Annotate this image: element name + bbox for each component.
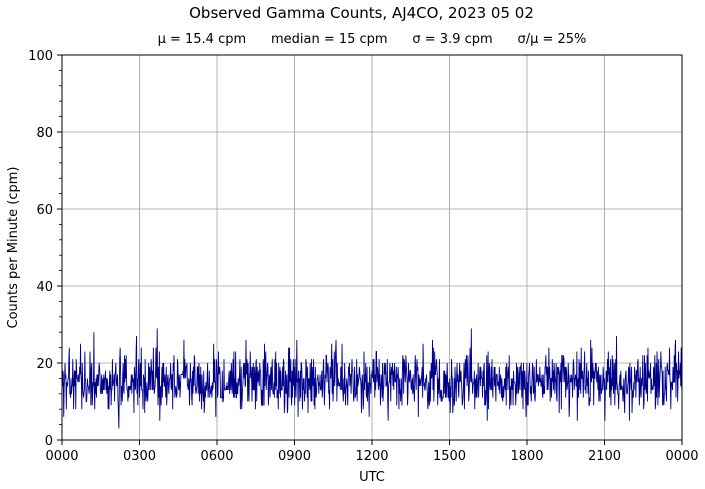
- y-tick-label: 0: [45, 434, 53, 449]
- gamma-counts-line: [61, 328, 683, 429]
- x-tick-label: 1200: [355, 449, 388, 464]
- y-tick-label: 60: [36, 203, 53, 218]
- subtitle-stat: σ/μ = 25%: [517, 32, 587, 47]
- y-tick-label: 20: [36, 357, 53, 372]
- x-tick-label: 0300: [123, 449, 156, 464]
- x-axis-label: UTC: [359, 470, 385, 485]
- x-tick-label: 0900: [278, 449, 311, 464]
- chart-subtitle: μ = 15.4 cpm median = 15 cpm σ = 3.9 cpm…: [62, 32, 682, 47]
- y-tick-label: 40: [36, 280, 53, 295]
- x-tick-label: 0600: [200, 449, 233, 464]
- x-tick-label: 1500: [433, 449, 466, 464]
- y-tick-label: 100: [28, 49, 53, 64]
- y-axis-label: Counts per Minute (cpm): [6, 167, 21, 329]
- chart-title: Observed Gamma Counts, AJ4CO, 2023 05 02: [189, 4, 534, 22]
- subtitle-stat: σ = 3.9 cpm: [412, 32, 493, 47]
- subtitle-stat: μ = 15.4 cpm: [157, 32, 247, 47]
- x-tick-label: 0000: [45, 449, 78, 464]
- x-tick-label: 0000: [665, 449, 698, 464]
- axis-ticks: 0000 0300 0600 0900 1200 1500 1800 2100 00000204…: [28, 49, 698, 464]
- x-tick-label: 2100: [588, 449, 621, 464]
- series-group: [61, 328, 683, 429]
- x-tick-label: 1800: [510, 449, 543, 464]
- subtitle-stat: median = 15 cpm: [270, 32, 388, 47]
- y-tick-label: 80: [36, 126, 53, 141]
